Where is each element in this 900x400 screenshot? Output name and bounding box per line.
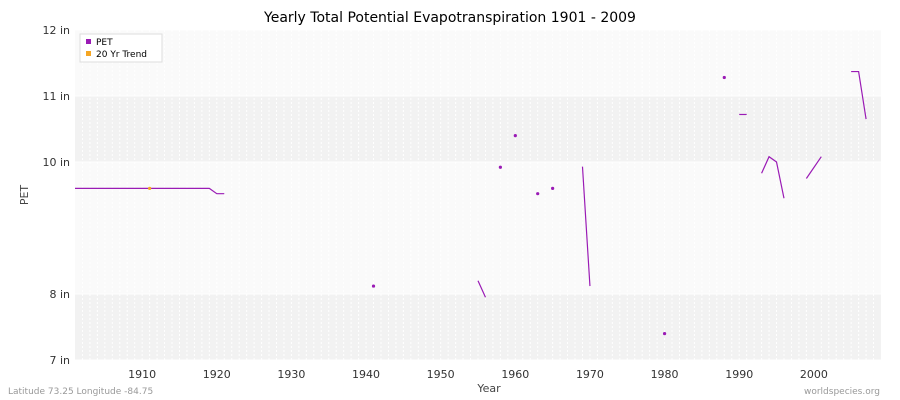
x-tick-label: 1910: [128, 368, 156, 381]
data-point: [536, 192, 540, 196]
x-axis-ticks: 1910 1920 1930 1940 1950 1960 1970 1980 1990 2000: [128, 368, 828, 381]
series-pet: [75, 70, 867, 336]
footer-location: Latitude 73.25 Longitude -84.75: [8, 387, 153, 397]
legend-box: [79, 33, 163, 63]
data-point: [371, 284, 376, 288]
x-tick-label: 1980: [651, 368, 679, 381]
series-trend: [148, 186, 152, 190]
plot-band: [75, 96, 881, 162]
series-layer: [75, 70, 867, 336]
y-tick-label: 11 in: [42, 90, 70, 103]
y-tick-label: 12 in: [42, 24, 70, 37]
plot-area: [75, 30, 881, 360]
x-tick-label: 1940: [352, 368, 380, 381]
x-tick-label: 1920: [203, 368, 231, 381]
legend: PET 20 Yr Trend: [79, 33, 163, 63]
x-tick-label: 1950: [427, 368, 455, 381]
legend-swatch-pet: [86, 39, 91, 44]
legend-swatch-trend: [86, 51, 91, 56]
data-point: [498, 165, 502, 169]
data-point: [513, 134, 517, 138]
x-axis-label: Year: [476, 382, 501, 395]
x-tick-label: 1970: [576, 368, 604, 381]
x-tick-label: 1960: [501, 368, 529, 381]
series-line: [805, 156, 822, 179]
x-tick-label: 1930: [277, 368, 305, 381]
series-line: [851, 70, 867, 120]
y-tick-label: 10 in: [42, 156, 70, 169]
data-point: [551, 186, 555, 190]
x-tick-label: 1990: [725, 368, 753, 381]
footer-source: worldspecies.org: [804, 387, 880, 397]
data-point: [722, 75, 726, 80]
data-point: [148, 186, 152, 190]
y-tick-label: 7 in: [49, 354, 70, 367]
series-line: [581, 166, 591, 287]
legend-label-pet: PET: [96, 38, 113, 48]
data-point: [662, 332, 667, 336]
x-tick-label: 2000: [800, 368, 828, 381]
series-line: [761, 155, 785, 199]
y-axis-ticks: 7 in 8 in 10 in 11 in 12 in: [42, 24, 70, 367]
gridlines: [75, 29, 881, 361]
legend-label-trend: 20 Yr Trend: [96, 50, 147, 60]
chart-title: Yearly Total Potential Evapotranspiratio…: [263, 10, 636, 26]
y-tick-label: 8 in: [49, 288, 70, 301]
series-line: [477, 280, 487, 298]
y-axis-label: PET: [18, 185, 31, 206]
series-line: [75, 187, 225, 195]
